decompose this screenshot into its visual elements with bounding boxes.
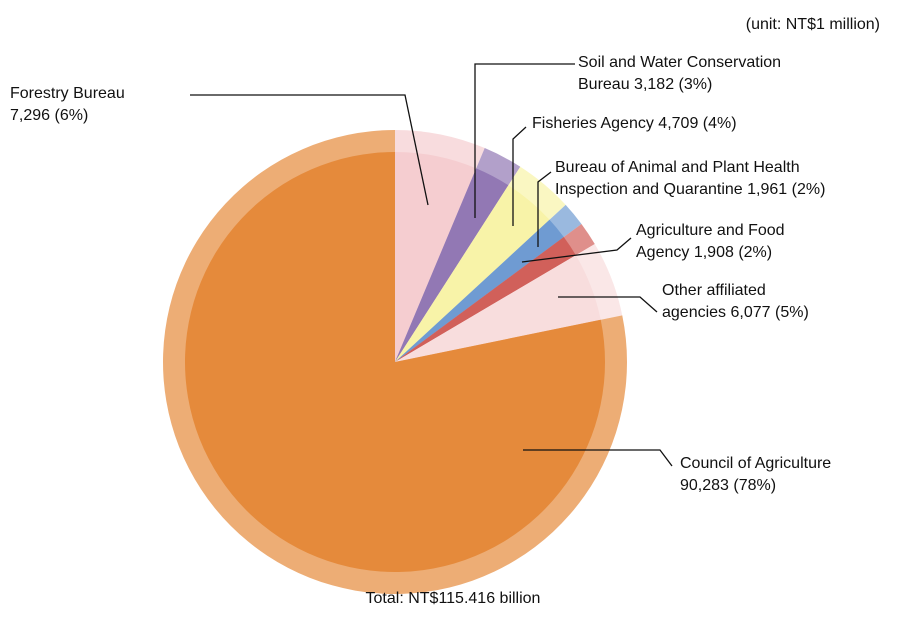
leader-line bbox=[537, 171, 552, 247]
leader-line bbox=[512, 126, 527, 226]
category-name: Forestry Bureau bbox=[10, 85, 125, 102]
slice bbox=[395, 152, 477, 362]
slice-label: Soil and Water Conservation Bureau 3,182… bbox=[578, 52, 818, 96]
category-name: Soil and Water Conservation Bureau bbox=[578, 54, 782, 93]
leader-line bbox=[558, 296, 658, 313]
slice bbox=[395, 219, 564, 362]
leader-line bbox=[190, 94, 429, 206]
value-label: 3,182 (3%) bbox=[634, 76, 713, 93]
category-name: Fisheries Agency bbox=[532, 115, 654, 132]
value-label: 4,709 (4%) bbox=[658, 115, 737, 132]
category-name: Council of Agriculture bbox=[680, 455, 832, 472]
slice-label: Bureau of Animal and Plant Health Inspec… bbox=[555, 157, 875, 201]
value-label: 7,296 (6%) bbox=[10, 107, 89, 124]
slice bbox=[185, 152, 605, 572]
value-label: 1,961 (2%) bbox=[747, 181, 826, 198]
slice-label: Agriculture and Food Agency 1,908 (2%) bbox=[636, 220, 826, 264]
value-label: 1,908 (2%) bbox=[693, 244, 773, 261]
value-label: 6,077 (5%) bbox=[730, 304, 809, 321]
slice-label: Forestry Bureau 7,296 (6%) bbox=[10, 83, 150, 127]
category-name: Bureau of Animal and Plant Health Inspec… bbox=[555, 159, 800, 198]
slice bbox=[395, 255, 601, 362]
slice bbox=[395, 237, 576, 362]
unit-note: (unit: NT$1 million) bbox=[745, 16, 880, 33]
category-name: Agriculture and Food Agency bbox=[636, 222, 785, 261]
category-name: Other affiliated agencies bbox=[662, 282, 766, 321]
leader-line bbox=[474, 63, 575, 218]
slice-label: Council of Agriculture 90,283 (78%) bbox=[680, 453, 880, 497]
leader-line bbox=[523, 449, 673, 467]
slice-label: Fisheries Agency 4,709 (4%) bbox=[532, 113, 852, 135]
value-label: 90,283 (78%) bbox=[680, 477, 777, 494]
slice bbox=[395, 168, 509, 362]
slice bbox=[395, 185, 550, 362]
total-label: Total: NT$115.416 billion bbox=[365, 590, 541, 607]
slice-label: Other affiliated agencies 6,077 (5%) bbox=[662, 280, 832, 324]
leader-line bbox=[521, 237, 632, 263]
